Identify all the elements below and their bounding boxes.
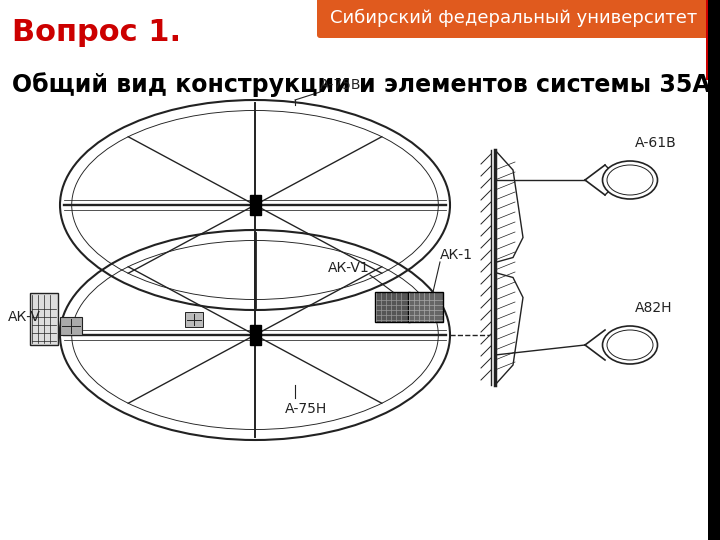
Text: АК-V1: АК-V1	[328, 261, 370, 275]
Bar	[30, 293, 58, 345]
Bar	[60, 317, 82, 335]
Text: АК-V: АК-V	[8, 310, 41, 324]
Bar	[250, 195, 261, 215]
Bar	[408, 292, 443, 322]
FancyBboxPatch shape	[317, 0, 711, 38]
Text: А82Н: А82Н	[635, 301, 672, 315]
Bar	[706, 0, 708, 80]
Bar	[185, 312, 203, 327]
Bar	[375, 292, 410, 322]
Text: Вопрос 1.: Вопрос 1.	[12, 18, 181, 47]
Text: А-75В: А-75В	[320, 78, 361, 92]
Text: Общий вид конструкции и элементов системы 35АА.: Общий вид конструкции и элементов систем…	[12, 72, 720, 97]
Text: АК-1: АК-1	[440, 248, 473, 262]
Bar	[250, 325, 261, 345]
Bar	[706, 35, 708, 80]
Bar	[708, 0, 720, 540]
Text: А-75Н: А-75Н	[285, 402, 328, 416]
Text: А-61В: А-61В	[635, 136, 677, 150]
Text: Сибирский федеральный университет: Сибирский федеральный университет	[330, 9, 698, 26]
